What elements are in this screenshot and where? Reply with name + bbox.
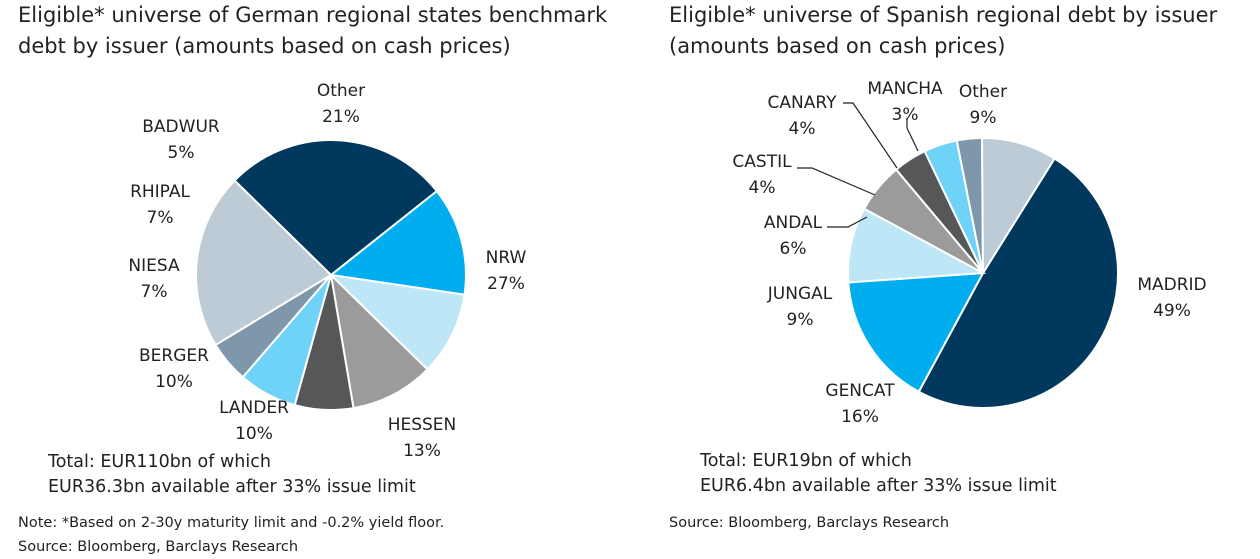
total-line: EUR6.4bn available after 33% issue limit bbox=[700, 476, 1057, 496]
slice-value-gencat: 16% bbox=[841, 407, 879, 427]
pie-slice-gencat bbox=[847, 271, 985, 394]
pie-slice-berger bbox=[329, 272, 429, 410]
slice-value-andal: 6% bbox=[780, 239, 807, 259]
slice-label-rhipal: RHIPAL bbox=[130, 182, 190, 202]
slice-value-hessen: 13% bbox=[403, 441, 441, 461]
slice-value-mancha: 3% bbox=[892, 105, 919, 125]
slice-value-other: 9% bbox=[970, 108, 997, 128]
slice-value-other: 21% bbox=[322, 107, 360, 127]
pie-slice-hessen bbox=[328, 189, 467, 296]
pie-chart-german: NRW 27% HESSEN 13% LANDER 10% BERGER 10% NIESA 7%… bbox=[128, 81, 527, 461]
slice-label-andal: ANDAL bbox=[764, 213, 823, 233]
pie-slice-madrid bbox=[917, 157, 1120, 410]
slice-label-castil: CASTIL bbox=[732, 152, 792, 172]
source-line: Source: Bloomberg, Barclays Research bbox=[18, 539, 299, 555]
pie-slice-other bbox=[981, 136, 1056, 277]
total-text-spanish: Total: EUR19bn of which EUR6.4bn availab… bbox=[700, 449, 1057, 499]
slice-value-jungal: 9% bbox=[787, 310, 814, 330]
slice-label-niesa: NIESA bbox=[128, 256, 180, 276]
note-german: Note: *Based on 2-30y maturity limit and… bbox=[18, 511, 444, 559]
slice-label-lander: LANDER bbox=[219, 398, 289, 418]
chart-title-spanish: Eligible* universe of Spanish regional d… bbox=[669, 3, 1218, 58]
slice-label-badwur: BADWUR bbox=[142, 117, 220, 137]
slice-label-mancha: MANCHA bbox=[867, 79, 943, 99]
leader-line bbox=[906, 118, 919, 152]
slice-label-nrw: NRW bbox=[486, 248, 527, 268]
slice-value-nrw: 27% bbox=[487, 274, 525, 294]
total-text-german: Total: EUR110bn of which EUR36.3bn avail… bbox=[48, 450, 416, 500]
slice-value-canary: 4% bbox=[789, 119, 816, 139]
slice-value-lander: 10% bbox=[235, 424, 273, 444]
slice-value-niesa: 7% bbox=[141, 282, 168, 302]
slice-value-rhipal: 7% bbox=[147, 208, 174, 228]
note-line: Note: *Based on 2-30y maturity limit and… bbox=[18, 515, 445, 531]
leader-line bbox=[827, 216, 868, 228]
pie-slice-lander bbox=[328, 273, 466, 371]
slice-label-berger: BERGER bbox=[139, 346, 209, 366]
total-line: EUR36.3bn available after 33% issue limi… bbox=[48, 477, 416, 497]
note-spanish: Source: Bloomberg, Barclays Research bbox=[669, 511, 949, 535]
slice-label-gencat: GENCAT bbox=[825, 381, 895, 401]
slice-value-castil: 4% bbox=[749, 178, 776, 198]
source-line: Source: Bloomberg, Barclays Research bbox=[669, 515, 950, 531]
slice-label-jungal: JUNGAL bbox=[767, 284, 833, 304]
slice-value-madrid: 49% bbox=[1153, 301, 1191, 321]
pie-slice-nrw bbox=[233, 139, 439, 277]
slice-label-canary: CANARY bbox=[768, 93, 838, 113]
slice-label-other: Other bbox=[317, 81, 365, 101]
slice-label-madrid: MADRID bbox=[1137, 275, 1206, 295]
slice-value-badwur: 5% bbox=[168, 143, 195, 163]
total-line: Total: EUR110bn of which bbox=[48, 452, 271, 472]
total-line: Total: EUR19bn of which bbox=[700, 451, 912, 471]
slice-value-berger: 10% bbox=[155, 372, 193, 392]
chart-title-german: Eligible* universe of German regional st… bbox=[18, 3, 608, 58]
slice-label-other: Other bbox=[959, 82, 1007, 102]
leader-line bbox=[843, 102, 898, 169]
slice-label-hessen: HESSEN bbox=[388, 415, 457, 435]
pie-slice-other bbox=[195, 179, 333, 347]
leader-line bbox=[797, 167, 876, 196]
